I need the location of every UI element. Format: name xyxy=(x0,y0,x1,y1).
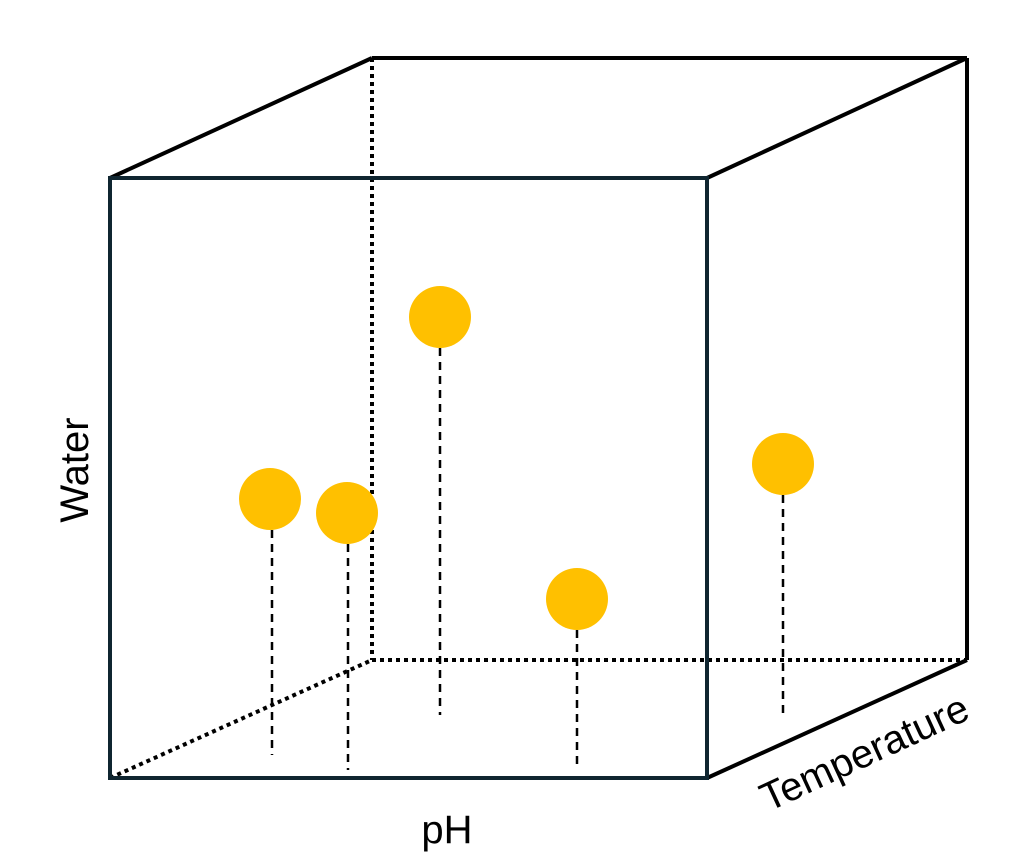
data-point-5 xyxy=(752,433,814,495)
bottom-right-depth-edge xyxy=(706,658,968,780)
top-right-depth-edge xyxy=(706,56,968,180)
back-depth-bottom-edge xyxy=(109,658,373,780)
x-axis-label: pH xyxy=(421,808,472,852)
y-axis-label: Water xyxy=(53,417,97,522)
data-point-4 xyxy=(546,568,608,630)
data-point-1 xyxy=(239,468,301,530)
data-point-2 xyxy=(316,482,378,544)
front-face xyxy=(108,176,709,780)
data-point-3 xyxy=(409,286,471,348)
top-left-depth-edge xyxy=(109,56,373,180)
